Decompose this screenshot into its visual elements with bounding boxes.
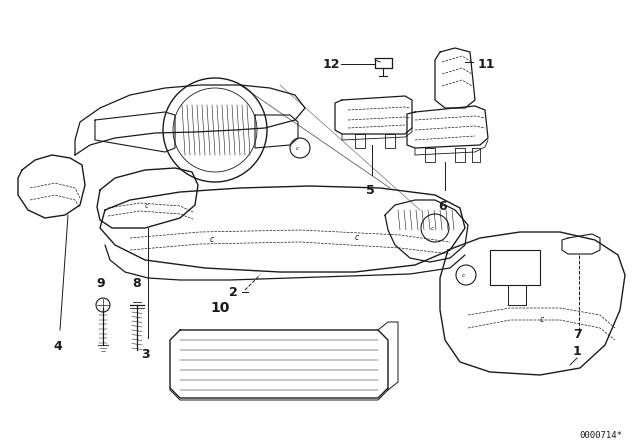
Text: 4: 4	[54, 340, 62, 353]
Text: c: c	[540, 315, 544, 324]
Text: 12: 12	[323, 57, 340, 70]
Text: 7: 7	[573, 328, 581, 341]
Text: c: c	[355, 233, 359, 242]
Text: 2: 2	[229, 285, 238, 298]
Text: 11: 11	[478, 57, 495, 70]
Text: 8: 8	[132, 277, 141, 290]
Text: 6: 6	[438, 200, 447, 213]
Text: 3: 3	[141, 348, 149, 361]
Text: 9: 9	[97, 277, 106, 290]
Text: 5: 5	[365, 184, 374, 197]
Text: 0000714*: 0000714*	[579, 431, 622, 440]
Text: c: c	[296, 146, 300, 151]
Text: c: c	[462, 273, 465, 278]
Text: c: c	[210, 235, 214, 244]
Text: 1: 1	[573, 345, 581, 358]
Text: c: c	[145, 203, 149, 209]
Text: 10: 10	[211, 301, 230, 315]
Text: c: c	[431, 226, 435, 231]
